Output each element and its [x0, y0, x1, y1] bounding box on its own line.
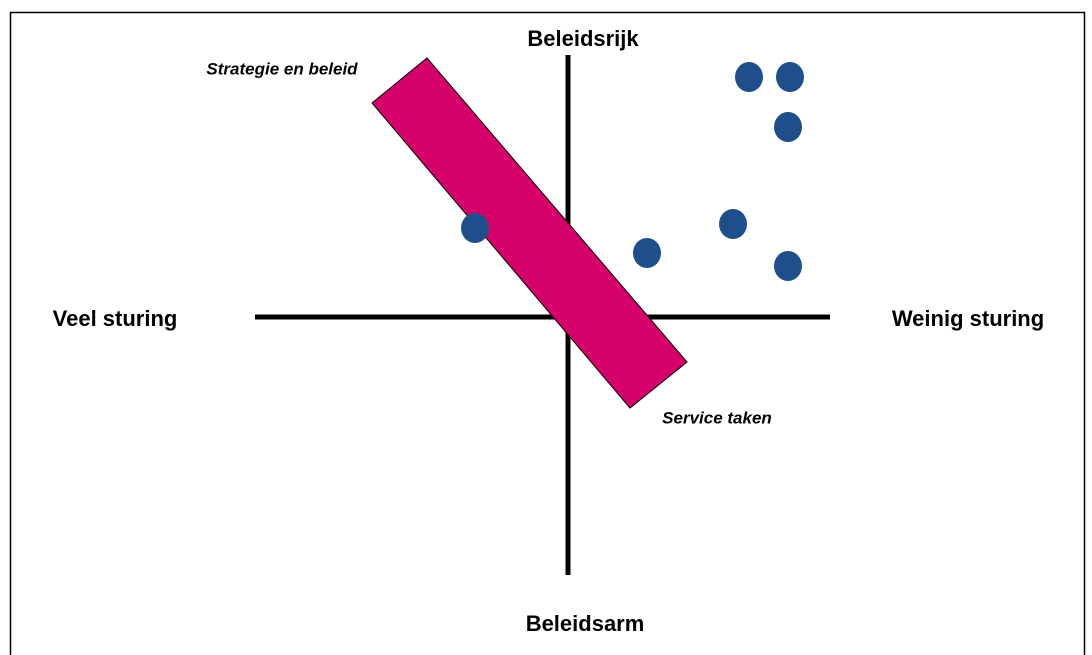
dot — [735, 62, 763, 92]
right-label: Weinig sturing — [892, 306, 1044, 331]
bottom-label: Beleidsarm — [526, 611, 645, 636]
top-label: Beleidsrijk — [527, 26, 639, 51]
band — [371, 57, 688, 409]
band-start-label: Strategie en beleid — [206, 59, 358, 78]
dot — [776, 62, 804, 92]
left-label: Veel sturing — [53, 306, 178, 331]
dot — [719, 209, 747, 239]
dots — [461, 62, 804, 281]
frame — [9, 11, 1086, 655]
dot — [461, 213, 489, 243]
dot — [774, 112, 802, 142]
band-end-label: Service taken — [662, 408, 772, 427]
dot — [774, 251, 802, 281]
dot — [633, 238, 661, 268]
